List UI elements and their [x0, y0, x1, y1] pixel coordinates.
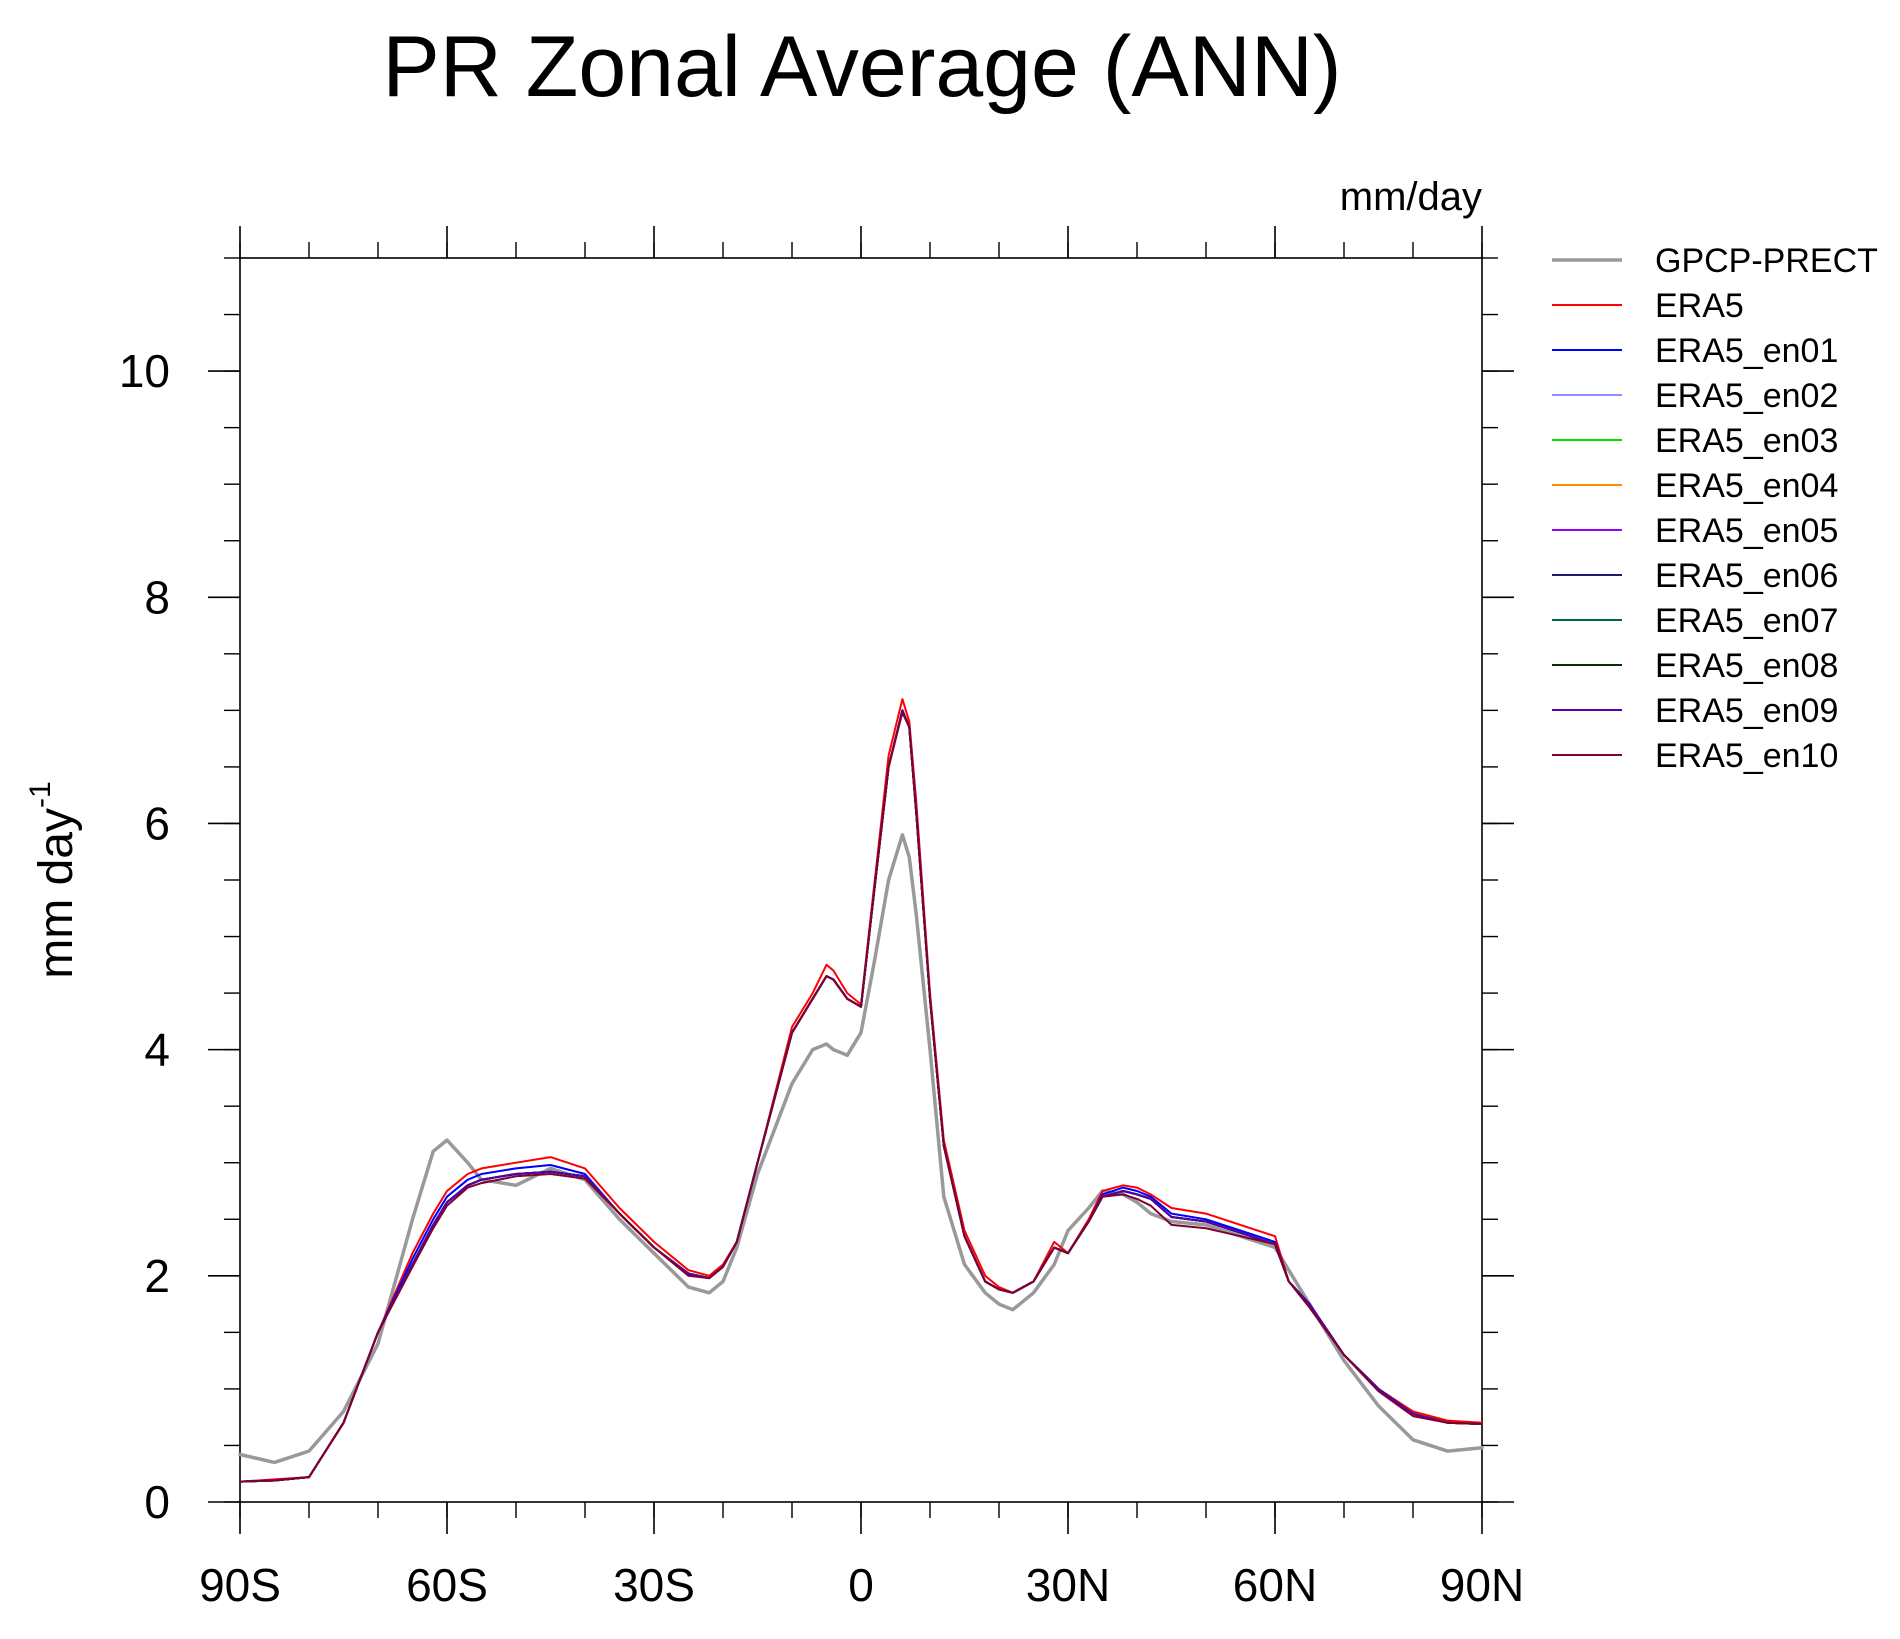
series-line-era5-en01 — [239, 709, 1483, 1483]
series-line-era5-en04 — [239, 709, 1483, 1483]
chart-title: PR Zonal Average (ANN) — [382, 19, 1341, 115]
x-tick-label: 60N — [1233, 1559, 1317, 1611]
legend: GPCP-PRECT ERA5 ERA5_en01 ERA5_en02 ERA5_en0… — [1552, 242, 1878, 775]
legend-label: ERA5_en04 — [1655, 467, 1838, 505]
x-tick-label: 90N — [1440, 1559, 1524, 1611]
legend-label: ERA5_en07 — [1655, 602, 1838, 640]
y-axis-label-text: mm day — [30, 808, 83, 979]
series-line-era5-en08 — [239, 709, 1483, 1483]
plot-series — [238, 698, 1484, 1483]
series-line-era5-en07 — [239, 709, 1483, 1483]
series-line-era5-en09 — [239, 709, 1483, 1483]
y-tick-label: 4 — [144, 1024, 170, 1076]
series-line-era5-en10 — [239, 711, 1483, 1483]
series-line-era5-en02 — [239, 709, 1483, 1483]
y-tick-label: 10 — [119, 345, 170, 397]
x-tick-label: 90S — [199, 1559, 281, 1611]
x-tick-label: 30S — [613, 1559, 695, 1611]
x-tick-label: 0 — [848, 1559, 874, 1611]
axes: 90S 60S 30S 0 30N 60N 90N 0 2 4 6 8 10 — [119, 226, 1524, 1611]
x-tick-label: 30N — [1026, 1559, 1110, 1611]
series-line-era5 — [239, 698, 1483, 1483]
legend-label: ERA5_en10 — [1655, 737, 1838, 775]
y-axis-label: mm day-1 — [24, 781, 83, 978]
series-line-era5-en06 — [239, 709, 1483, 1483]
units-label: mm/day — [1340, 175, 1482, 219]
series-line-era5-en03 — [239, 709, 1483, 1483]
legend-label: ERA5_en09 — [1655, 692, 1838, 730]
x-tick-label: 60S — [406, 1559, 488, 1611]
legend-label: ERA5_en08 — [1655, 647, 1838, 685]
legend-label: ERA5_en06 — [1655, 557, 1838, 595]
y-axis-label-superscript: -1 — [24, 781, 57, 808]
legend-label: GPCP-PRECT — [1655, 242, 1878, 280]
series-line-gpcp-prect — [238, 833, 1484, 1465]
y-tick-label: 2 — [144, 1250, 170, 1302]
legend-label: ERA5 — [1655, 287, 1744, 325]
y-tick-label: 0 — [144, 1476, 170, 1528]
y-tick-label: 8 — [144, 571, 170, 623]
legend-label: ERA5_en01 — [1655, 332, 1838, 370]
series-line-era5-en05 — [239, 709, 1483, 1483]
legend-label: ERA5_en03 — [1655, 422, 1838, 460]
plot-frame — [239, 257, 1483, 1503]
legend-label: ERA5_en05 — [1655, 512, 1838, 550]
y-tick-label: 6 — [144, 797, 170, 849]
legend-label: ERA5_en02 — [1655, 377, 1838, 415]
